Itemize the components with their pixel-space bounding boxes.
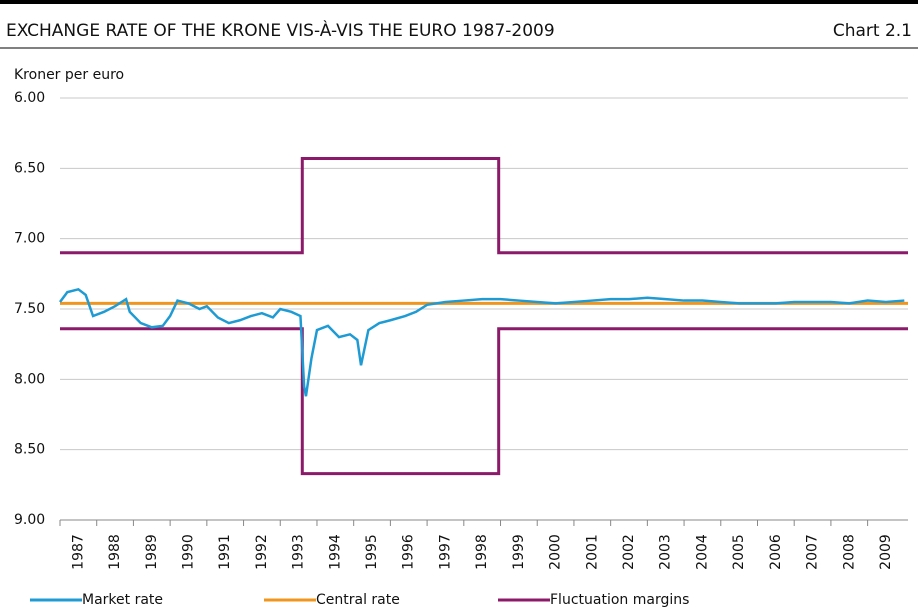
chart-title: EXCHANGE RATE OF THE KRONE VIS-À-VIS THE…	[6, 19, 555, 41]
y-tick-label: 6.00	[14, 90, 45, 106]
x-tick-label: 1989	[144, 534, 160, 570]
x-tick-label: 2007	[805, 534, 821, 570]
x-tick-label: 1997	[437, 534, 453, 570]
y-tick-label: 7.50	[14, 301, 45, 317]
x-tick-label: 1993	[291, 534, 307, 570]
series-line	[60, 156, 908, 255]
x-tick-label: 1990	[180, 534, 196, 570]
x-tick-label: 2005	[731, 534, 747, 570]
y-tick-label: 6.50	[14, 160, 45, 176]
x-tick-label: 1992	[254, 534, 270, 570]
x-tick-label: 1987	[70, 534, 86, 570]
y-tick-label: 8.00	[14, 371, 45, 387]
x-tick-label: 1991	[217, 534, 233, 570]
x-tick-label: 1988	[107, 534, 123, 570]
x-tick-label: 1998	[474, 534, 490, 570]
legend-label: Fluctuation margins	[550, 592, 689, 608]
y-tick-label: 8.50	[14, 442, 45, 458]
top-rule	[0, 0, 918, 4]
legend-label: Central rate	[316, 592, 400, 608]
y-tick-label: 7.00	[14, 231, 45, 247]
x-tick-label: 2002	[621, 534, 637, 570]
x-tick-label: 2001	[584, 534, 600, 570]
x-tick-label: 1994	[327, 534, 343, 570]
x-tick-label: 2003	[658, 534, 674, 570]
x-tick-label: 1995	[364, 534, 380, 570]
legend-label: Market rate	[82, 592, 163, 608]
series-line	[60, 327, 908, 476]
x-tick-label: 2009	[878, 534, 894, 570]
x-tick-label: 2006	[768, 534, 784, 570]
x-tick-label: 1999	[511, 534, 527, 570]
x-tick-label: 2004	[694, 534, 710, 570]
x-tick-label: 1996	[401, 534, 417, 570]
y-axis-label: Kroner per euro	[14, 67, 124, 83]
chart-label: Chart 2.1	[833, 21, 912, 41]
y-tick-label: 9.00	[14, 512, 45, 528]
x-tick-label: 2008	[841, 534, 857, 570]
x-tick-label: 2000	[548, 534, 564, 570]
series-line	[58, 287, 905, 397]
